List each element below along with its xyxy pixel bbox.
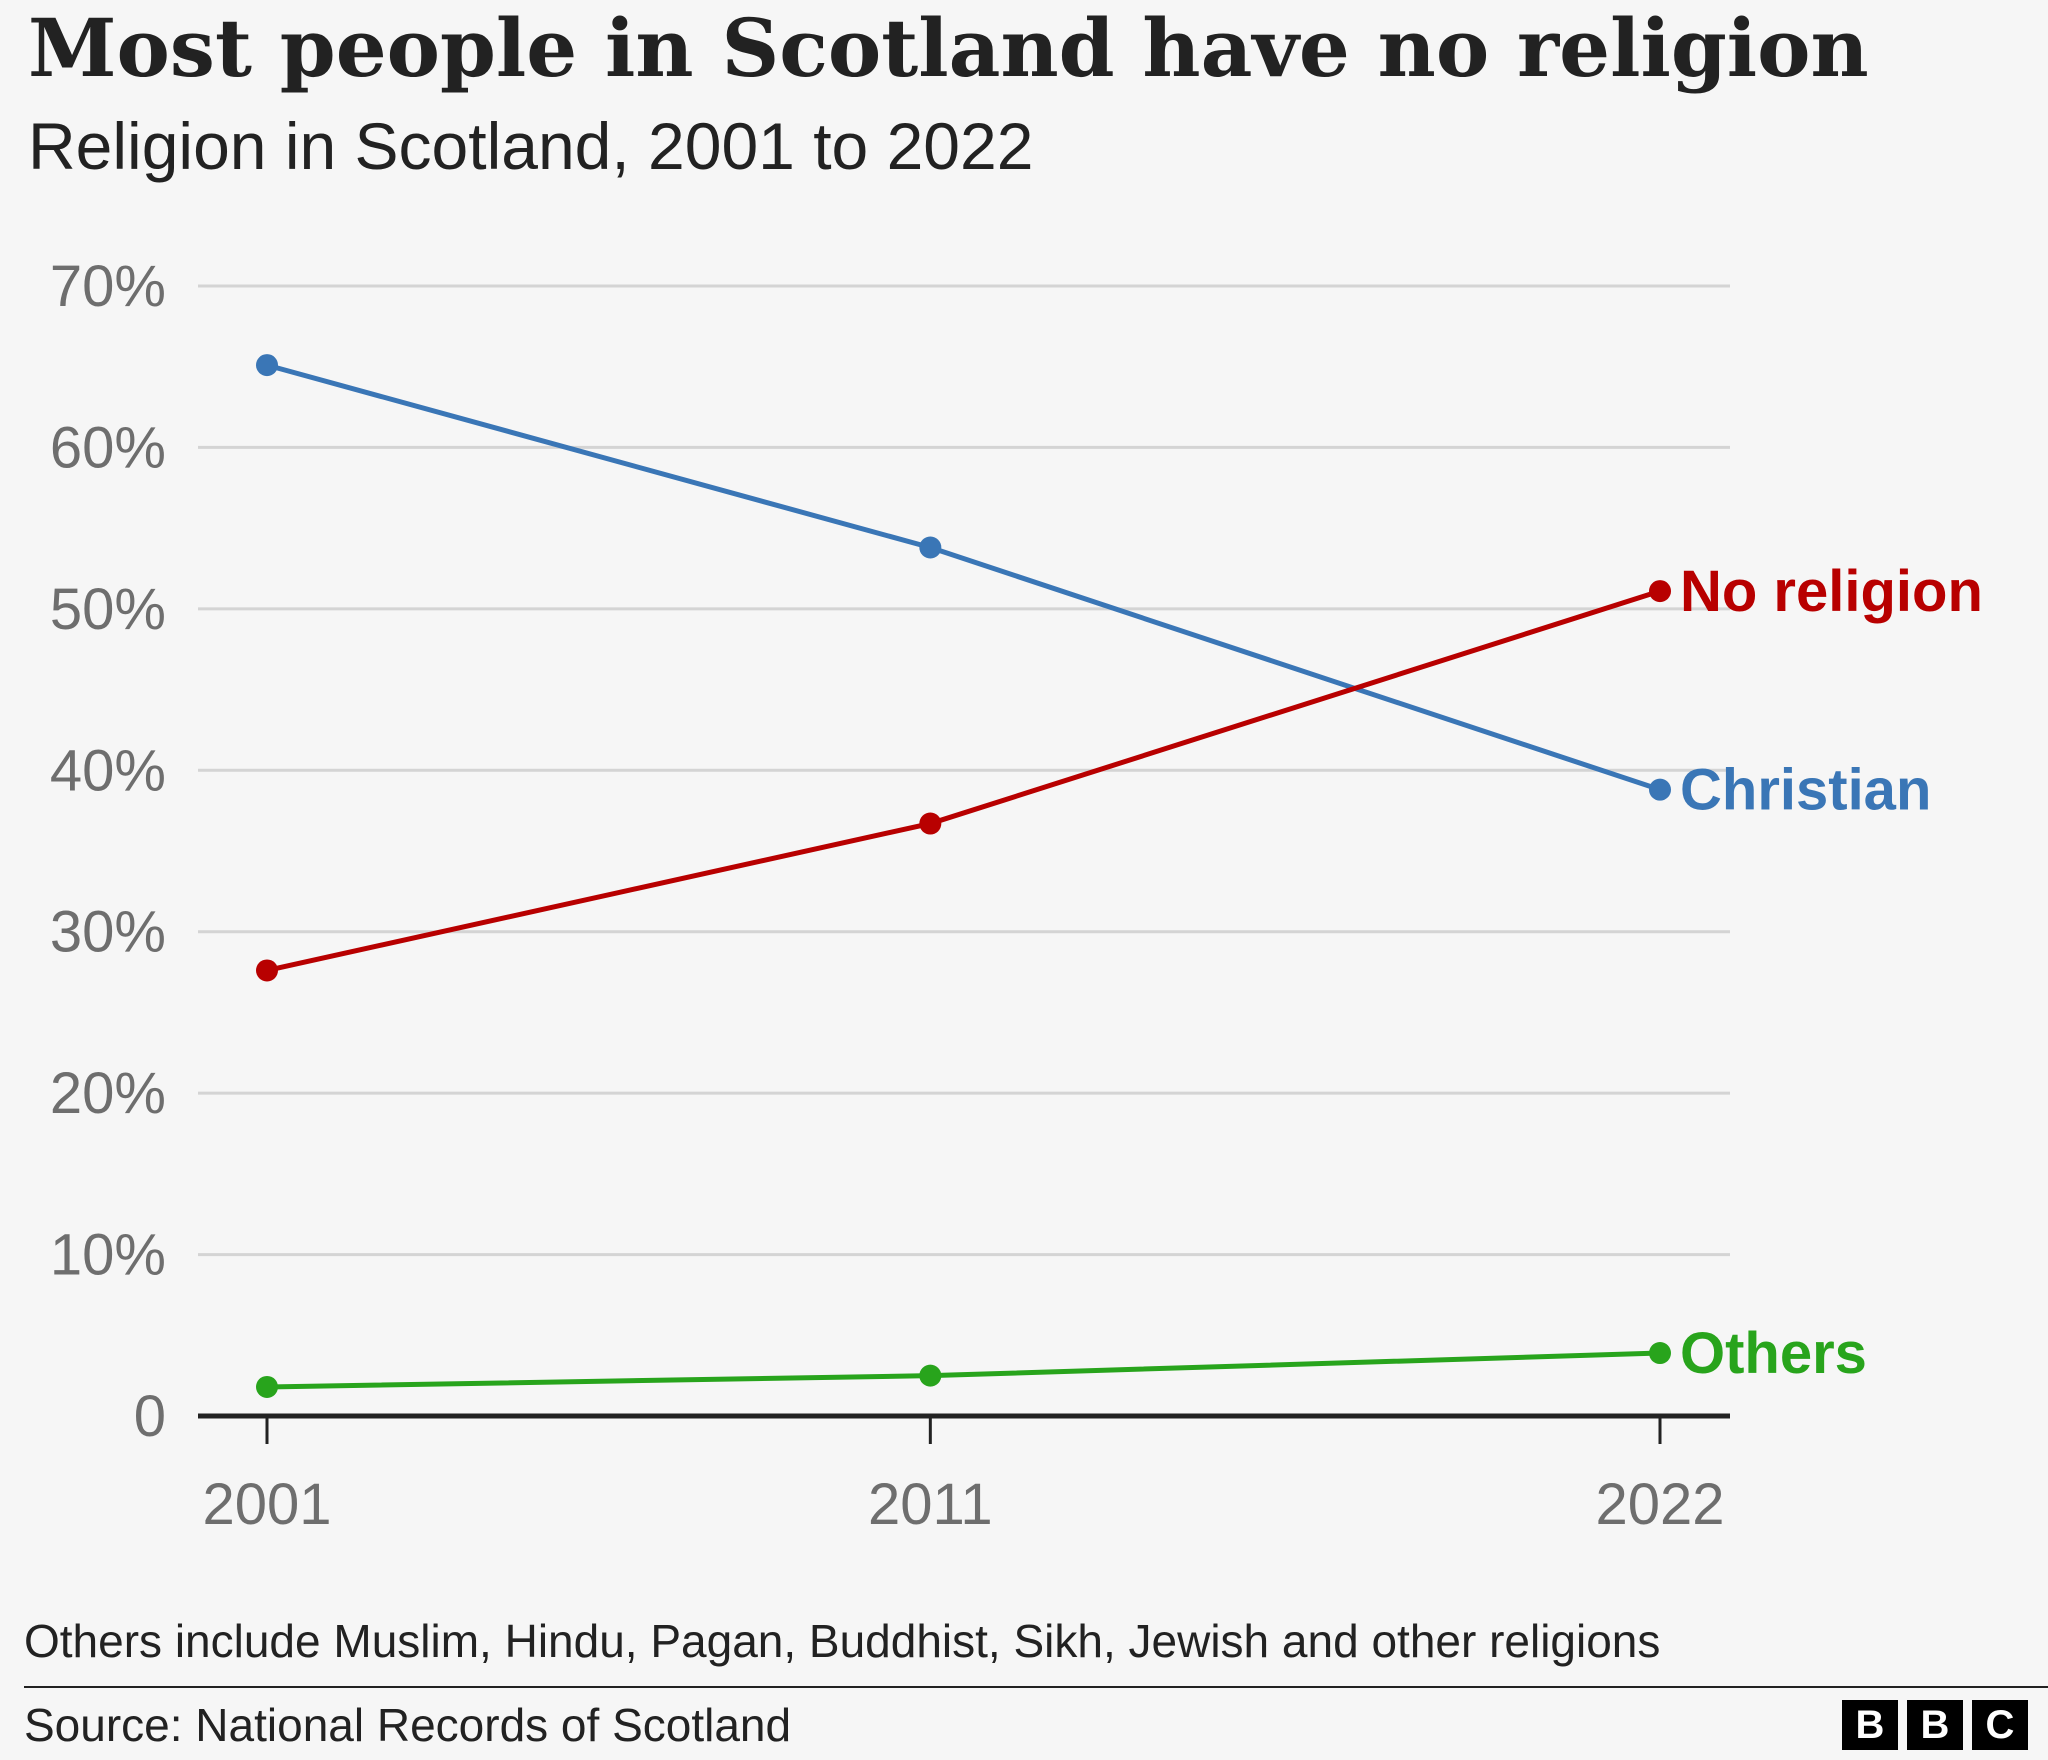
point-others-2022: [1649, 1342, 1671, 1365]
y-tick-label-20: 20%: [50, 1061, 166, 1126]
footer-divider: [24, 1686, 2048, 1688]
series-label-christian: Christian: [1680, 758, 1931, 823]
point-no-religion-2022: [1649, 580, 1671, 603]
chart-title: Most people in Scotland have no religion: [28, 1, 1869, 95]
y-tick-label-10: 10%: [50, 1223, 166, 1288]
logo-letter-b2: B: [1907, 1700, 1963, 1750]
point-others-2001: [256, 1375, 278, 1398]
series-label-others: Others: [1680, 1321, 1867, 1386]
y-tick-label-70: 70%: [50, 254, 166, 319]
series-line-no-religion: [264, 588, 1663, 973]
x-tick-label-2001: 2001: [202, 1472, 331, 1537]
point-no-religion-2001: [256, 959, 278, 982]
chart-subtitle: Religion in Scotland, 2001 to 2022: [28, 109, 1034, 183]
y-axis-tick-labels: 0 10% 20% 30% 40% 50% 60% 70%: [50, 254, 166, 1449]
footnote: Others include Muslim, Hindu, Pagan, Bud…: [24, 1615, 1661, 1667]
source-text: Source: National Records of Scotland: [24, 1699, 792, 1751]
logo-letter-c: C: [1972, 1700, 2028, 1750]
x-tick-label-2011: 2011: [868, 1472, 993, 1537]
series-line-others: [264, 1350, 1663, 1390]
logo-letter-b1: B: [1842, 1700, 1898, 1750]
x-axis-ticks: 2001 2011 2022: [202, 1418, 1725, 1537]
point-no-religion-2011: [919, 812, 942, 835]
y-tick-label-40: 40%: [50, 738, 166, 803]
series-lines: [256, 354, 1671, 1398]
y-tick-label-60: 60%: [50, 415, 166, 480]
point-christian-2011: [919, 536, 942, 559]
series-labels: Christian No religion Others: [1680, 559, 1983, 1386]
line-chart: 0 10% 20% 30% 40% 50% 60% 70% 2001 2011 2022 Chri…: [50, 254, 1983, 1537]
point-christian-2001: [256, 354, 278, 377]
y-tick-label-50: 50%: [50, 577, 166, 642]
bbc-logo: B B C: [1842, 1700, 2028, 1750]
y-tick-label-30: 30%: [50, 900, 166, 965]
y-tick-label-0: 0: [134, 1384, 166, 1449]
x-tick-label-2022: 2022: [1595, 1472, 1724, 1537]
point-christian-2022: [1649, 778, 1671, 801]
point-others-2011: [919, 1364, 942, 1387]
series-label-no-religion: No religion: [1680, 559, 1983, 624]
gridlines: [198, 284, 1730, 1419]
series-line-christian: [264, 362, 1663, 793]
